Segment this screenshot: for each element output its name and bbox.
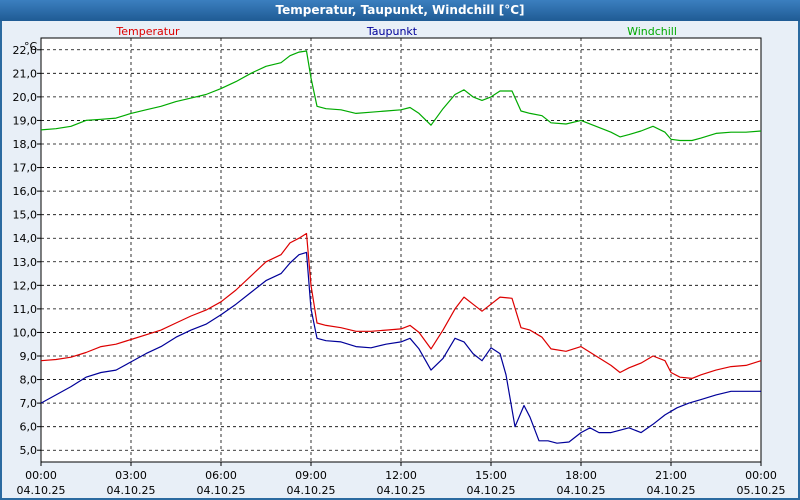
x-tick-date: 04.10.25 xyxy=(377,484,426,497)
y-tick-label: 19,0 xyxy=(13,114,38,127)
x-tick-date: 04.10.25 xyxy=(107,484,156,497)
y-tick-label: 7,0 xyxy=(20,397,38,410)
y-tick-label: 14,0 xyxy=(13,232,38,245)
y-unit-label: °C xyxy=(24,40,38,53)
x-tick-time: 00:00 xyxy=(745,469,777,482)
y-tick-label: 9,0 xyxy=(20,350,38,363)
x-tick-time: 21:00 xyxy=(655,469,687,482)
y-tick-label: 12,0 xyxy=(13,279,38,292)
y-tick-label: 6,0 xyxy=(20,421,38,434)
x-tick-time: 03:00 xyxy=(115,469,147,482)
x-tick-date: 05.10.25 xyxy=(737,484,786,497)
legend-taupunkt: Taupunkt xyxy=(366,25,418,38)
y-tick-label: 22,0 xyxy=(13,44,38,57)
y-tick-label: 17,0 xyxy=(13,162,38,175)
legend-temperatur: Temperatur xyxy=(115,25,180,38)
y-tick-label: 15,0 xyxy=(13,209,38,222)
y-tick-label: 5,0 xyxy=(20,444,38,457)
x-tick-date: 04.10.25 xyxy=(647,484,696,497)
y-tick-label: 10,0 xyxy=(13,326,38,339)
y-tick-label: 20,0 xyxy=(13,91,38,104)
x-tick-time: 12:00 xyxy=(385,469,417,482)
x-tick-time: 15:00 xyxy=(475,469,507,482)
x-tick-time: 00:00 xyxy=(25,469,57,482)
y-tick-label: 8,0 xyxy=(20,374,38,387)
x-tick-time: 09:00 xyxy=(295,469,327,482)
series-lines xyxy=(40,50,762,444)
chart-title: Temperatur, Taupunkt, Windchill [°C] xyxy=(0,0,800,21)
y-axis-ticks: 5,0 6,0 7,0 8,0 9,0 10,0 11,0 12,0 13,0 14,0 15,0 1… xyxy=(13,44,41,457)
x-axis-ticks: 00:00 04.10.25 03:00 04.10.25 06:00 04.10.25 0… xyxy=(17,462,786,497)
y-tick-label: 16,0 xyxy=(13,185,38,198)
x-tick-date: 04.10.25 xyxy=(557,484,606,497)
x-tick-time: 06:00 xyxy=(205,469,237,482)
y-tick-label: 13,0 xyxy=(13,256,38,269)
series-line-windchill xyxy=(40,50,762,142)
y-tick-label: 11,0 xyxy=(13,303,38,316)
series-line-temperatur xyxy=(40,232,762,379)
x-tick-date: 04.10.25 xyxy=(467,484,516,497)
x-tick-date: 04.10.25 xyxy=(287,484,336,497)
x-tick-time: 18:00 xyxy=(565,469,597,482)
y-tick-label: 18,0 xyxy=(13,138,38,151)
x-tick-date: 04.10.25 xyxy=(197,484,246,497)
legend: Temperatur Taupunkt Windchill xyxy=(115,25,677,38)
grid-lines xyxy=(41,38,761,462)
x-tick-date: 04.10.25 xyxy=(17,484,66,497)
legend-windchill: Windchill xyxy=(627,25,677,38)
series-line-taupunkt xyxy=(40,251,761,444)
y-tick-label: 21,0 xyxy=(13,67,38,80)
